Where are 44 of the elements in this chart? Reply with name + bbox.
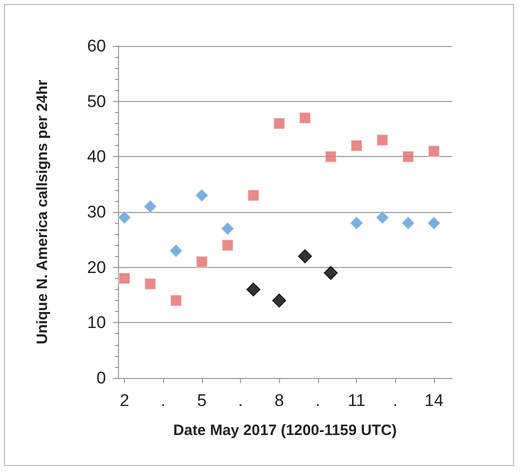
y-axis-title: Unique N. America callsigns per 24hr	[34, 80, 51, 344]
y-tick-label: 10	[87, 313, 106, 332]
point	[169, 244, 184, 258]
point	[376, 134, 388, 146]
point	[402, 150, 414, 163]
y-tick-label: 20	[87, 258, 106, 277]
point	[426, 216, 441, 230]
x-tick-label: .	[160, 391, 166, 410]
y-tick-label: 30	[87, 202, 106, 222]
point	[350, 216, 364, 230]
point	[375, 210, 390, 225]
point	[298, 112, 311, 124]
x-tick-label: 11	[348, 391, 366, 410]
point	[428, 145, 440, 158]
point	[298, 249, 312, 264]
x-tick-label: .	[392, 391, 398, 410]
y-tick-label: 0	[96, 368, 106, 388]
x-tick-label: 2	[120, 391, 130, 410]
y-tick-label: 40	[87, 147, 106, 166]
point	[222, 239, 234, 252]
point	[220, 222, 235, 236]
point	[118, 272, 130, 284]
point	[273, 117, 286, 130]
x-tick-label: 8	[274, 391, 284, 410]
x-tick-label: .	[238, 391, 243, 410]
point	[246, 282, 260, 296]
y-tick-label: 60	[87, 36, 106, 56]
point	[196, 256, 208, 268]
point	[401, 216, 416, 230]
x-tick-label: 14	[424, 391, 444, 410]
x-axis-title: Date May 2017 (1200-1159 UTC)	[173, 422, 397, 439]
point	[170, 294, 182, 307]
point	[247, 189, 260, 202]
x-tick-label: .	[316, 391, 320, 410]
point	[324, 266, 338, 280]
point	[324, 150, 337, 163]
x-tick-label: 5	[197, 391, 207, 410]
point	[194, 188, 209, 202]
point	[143, 199, 158, 214]
point	[350, 140, 363, 152]
point	[144, 278, 156, 290]
point	[117, 210, 132, 225]
point	[272, 294, 286, 308]
y-tick-label: 50	[87, 92, 106, 111]
